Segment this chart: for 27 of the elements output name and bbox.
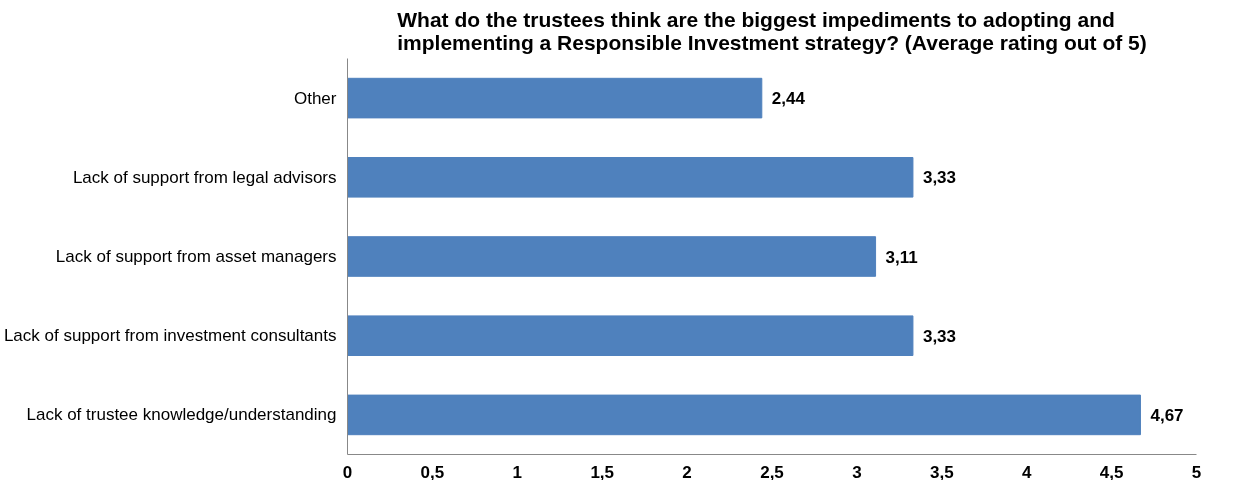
- x-tick-label: 3,5: [929, 462, 954, 482]
- bar: [347, 394, 1141, 436]
- y-tick-label: Lack of trustee knowledge/understanding: [26, 405, 337, 425]
- y-tick-label: Lack of support from asset managers: [55, 247, 337, 266]
- x-tick-label: 1: [512, 462, 523, 482]
- bar: [347, 77, 763, 119]
- x-tick-label: 1,5: [590, 462, 615, 482]
- data-label: 3,11: [885, 247, 918, 267]
- data-label: 3,33: [922, 168, 957, 188]
- bar: [347, 157, 914, 198]
- bar: [347, 315, 914, 356]
- x-tick-label: 3: [852, 462, 862, 482]
- bar: [347, 236, 877, 277]
- data-label: 4,67: [1150, 405, 1184, 425]
- x-tick-label: 2: [682, 462, 692, 482]
- y-tick-label: Lack of support from legal advisors: [72, 167, 337, 187]
- x-tick-label: 4,5: [1099, 462, 1124, 482]
- data-label: 2,44: [771, 89, 806, 109]
- x-tick-label: 2,5: [760, 462, 784, 482]
- data-label: 3,33: [922, 326, 957, 346]
- y-tick-label: Lack of support from investment consultants: [3, 326, 337, 346]
- x-tick-label: 0,5: [420, 462, 445, 482]
- y-tick-label: Other: [293, 88, 337, 108]
- chart-title: What do the trustees think are the biggest impediments to adopting and implementing a Responsible Investment strategy? (Average rating out of 5): [397, 7, 1147, 54]
- x-tick-label: 0: [342, 462, 353, 482]
- x-tick-label: 4: [1021, 462, 1032, 482]
- x-tick-label: 5: [1191, 462, 1202, 482]
